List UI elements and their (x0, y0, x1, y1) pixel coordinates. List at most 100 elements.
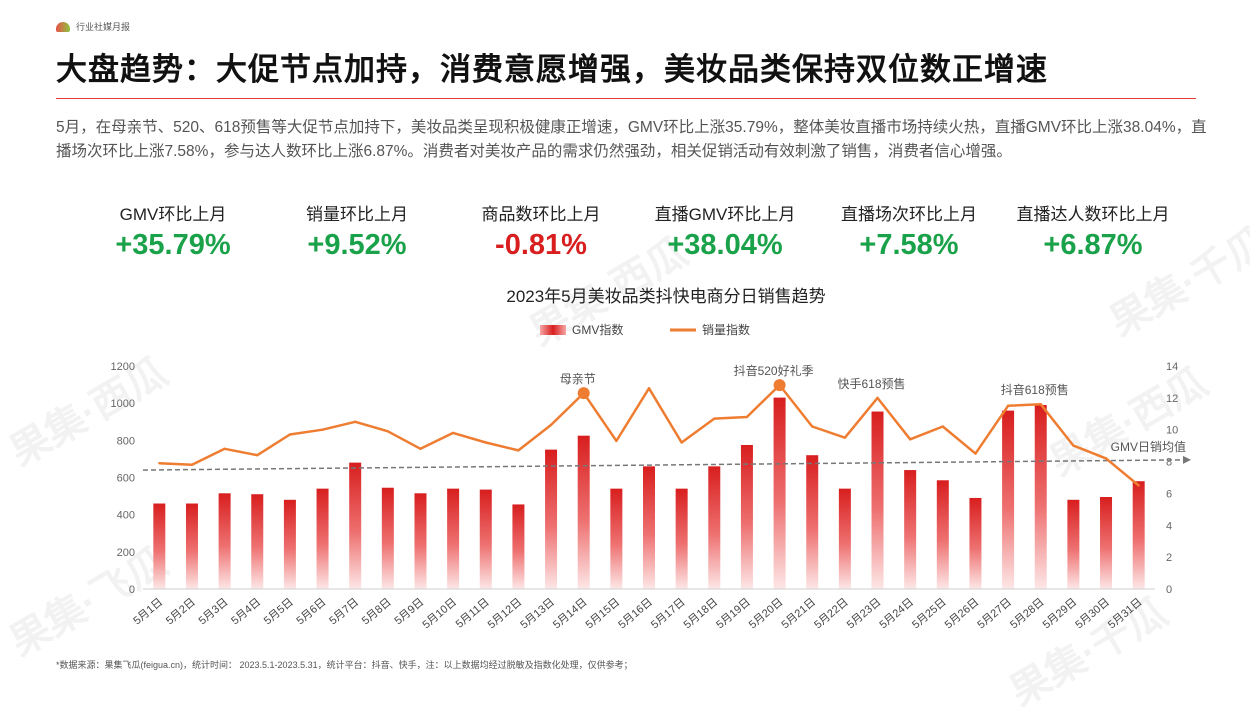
sales-point (713, 417, 716, 420)
sales-point (941, 425, 945, 428)
gmv-bar (740, 444, 753, 589)
kpi-value: +38.04% (667, 229, 783, 261)
kpi-live-creators: 直播达人数环比上月 +6.87% (1008, 200, 1178, 262)
kpi-value: -0.81% (495, 229, 587, 261)
left-axis-tick: 800 (117, 435, 135, 447)
kpi-label: 销量环比上月 (306, 205, 408, 224)
kpi-value: +9.52% (307, 229, 407, 261)
gmv-bar (1034, 405, 1047, 589)
sales-highlight-point (577, 387, 590, 400)
gmv-bar (414, 493, 427, 589)
sales-point (517, 449, 520, 452)
kpi-label: 商品数环比上月 (481, 205, 601, 224)
x-axis-tick: 5月22日 (812, 596, 851, 631)
gmv-bar (969, 497, 982, 589)
sales-point (451, 431, 455, 435)
x-axis-tick: 5月29日 (1041, 596, 1080, 631)
gmv-bar (871, 411, 884, 589)
gmv-bar (218, 493, 231, 589)
left-axis-tick: 1200 (111, 361, 135, 373)
kpi-value: +35.79% (115, 229, 231, 261)
right-axis-tick: 8 (1166, 457, 1172, 469)
gmv-bar (1100, 497, 1113, 589)
sales-point (680, 441, 683, 444)
x-axis-tick: 5月31日 (1106, 596, 1145, 631)
sales-point (1006, 404, 1010, 408)
x-axis-tick: 5月19日 (714, 596, 753, 631)
gmv-bar (479, 489, 492, 589)
x-axis-tick: 5月26日 (943, 596, 982, 631)
kpi-label: GMV环比上月 (119, 205, 227, 224)
annotation-label: 快手618预售 (838, 376, 906, 391)
right-axis-tick: 12 (1166, 393, 1178, 405)
gmv-bar (643, 466, 655, 589)
sales-point (908, 438, 912, 441)
x-axis-tick: 5月17日 (649, 596, 688, 631)
gmv-bar (708, 466, 721, 589)
x-axis-tick: 5月13日 (518, 596, 557, 631)
footnote: *数据来源：果集飞瓜(feigua.cn)，统计时间： 2023.5.1-202… (56, 660, 633, 670)
sales-point (1137, 484, 1140, 487)
left-axis-tick: 600 (117, 473, 135, 485)
sales-point (615, 439, 618, 443)
sales-line (158, 379, 1140, 487)
x-axis-tick: 5月23日 (845, 596, 884, 631)
x-axis-tick: 5月30日 (1073, 596, 1112, 631)
gmv-bar (610, 488, 623, 589)
page-title: 大盘趋势：大促节点加持，消费意愿增强，美妆品类保持双位数正增速 (56, 52, 1048, 87)
sales-point (321, 428, 324, 431)
kpi-live-gmv: 直播GMV环比上月 +38.04% (640, 200, 810, 262)
gmv-bar (1132, 481, 1145, 589)
sales-point (843, 436, 847, 439)
annotation-label: 母亲节 (560, 372, 596, 386)
x-axis-tick: 5月27日 (975, 596, 1014, 631)
gmv-bar (838, 488, 851, 589)
kpi-product-count: 商品数环比上月 -0.81% (456, 200, 626, 262)
right-axis-tick: 14 (1166, 361, 1178, 373)
sales-point (1104, 457, 1108, 460)
left-axis-tick: 200 (117, 547, 135, 559)
x-axis-tick: 5月18日 (682, 596, 721, 631)
x-axis-tick: 5月4日 (229, 596, 263, 627)
x-axis-tick: 5月10日 (420, 596, 459, 631)
x-axis-tick: 5月7日 (327, 596, 361, 627)
gmv-bar (577, 435, 590, 589)
sales-point (484, 441, 487, 444)
kpi-live-sessions: 直播场次环比上月 +7.58% (824, 200, 994, 262)
gmv-bar (251, 494, 264, 589)
x-axis-tick: 5月25日 (910, 596, 949, 631)
gmv-bar (349, 462, 362, 589)
left-axis-tick: 400 (117, 510, 135, 522)
x-axis-tick: 5月15日 (584, 596, 623, 631)
sales-point (549, 423, 553, 427)
kpi-value: +6.87% (1043, 229, 1143, 261)
x-axis-tick: 5月14日 (551, 596, 590, 631)
chart-legend: GMV指数 销量指数 (540, 322, 750, 337)
sales-point (158, 461, 161, 465)
brand-label: 行业社媒月报 (76, 22, 131, 32)
sales-point (190, 463, 194, 466)
gmv-bar (675, 488, 688, 589)
sales-point (419, 447, 422, 451)
x-axis-tick: 5月24日 (877, 596, 916, 631)
x-axis-tick: 5月11日 (454, 596, 492, 631)
gmv-average-line: GMV日销均值 (142, 439, 1191, 471)
gmv-bar (153, 503, 166, 589)
left-axis-tick: 1000 (111, 398, 135, 410)
brand-logo-icon (56, 21, 70, 32)
x-axis-tick: 5月6日 (295, 596, 329, 627)
gmv-bar (806, 455, 819, 589)
sales-point (1039, 403, 1042, 406)
sales-point (386, 430, 390, 433)
title-divider (56, 98, 1196, 99)
legend-sales-label: 销量指数 (702, 322, 750, 337)
sales-point (1072, 444, 1075, 447)
arrow-right-icon (1183, 455, 1191, 464)
sales-point (353, 420, 357, 423)
annotation-label: 抖音618预售 (1001, 382, 1069, 397)
kpi-gmv: GMV环比上月 +35.79% (88, 200, 258, 262)
x-axis-tick: 5月20日 (747, 596, 786, 631)
gmv-bars (153, 397, 1145, 589)
gmv-bar (545, 449, 558, 589)
